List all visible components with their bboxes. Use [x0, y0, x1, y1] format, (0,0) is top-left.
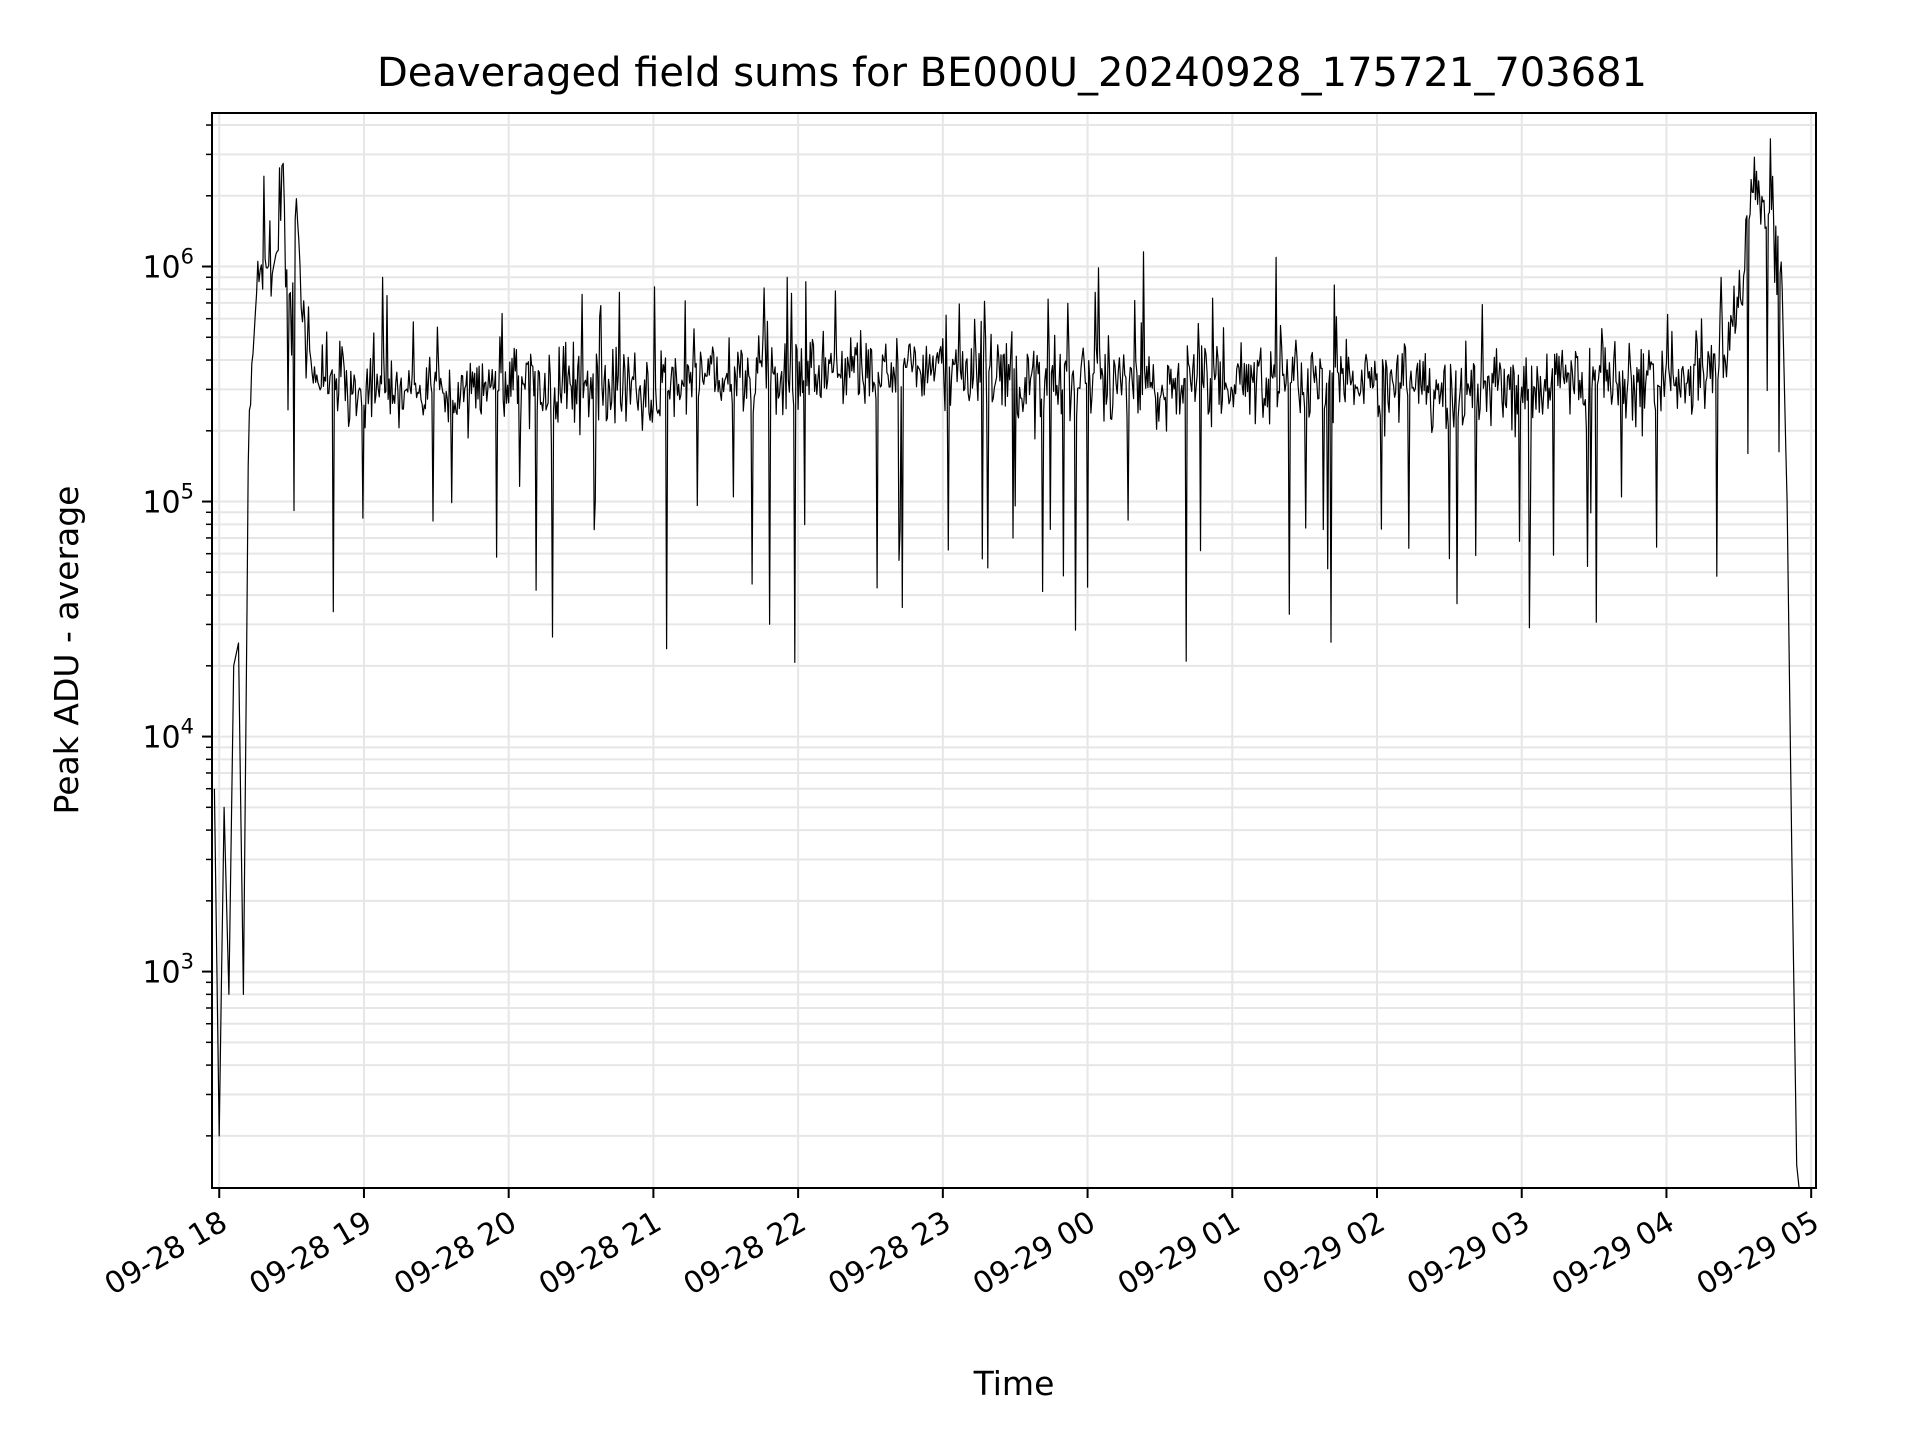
y-tick-base: 10 [142, 486, 180, 521]
y-tick-label: 105 [142, 480, 194, 521]
plot-frame [211, 112, 1817, 1189]
series-line [213, 138, 1800, 1188]
y-tick-exponent: 4 [181, 715, 194, 739]
x-tick-label: 09-29 01 [1112, 1205, 1246, 1303]
x-tick-label: 09-29 02 [1257, 1205, 1391, 1303]
x-tick-label: 09-29 05 [1691, 1205, 1825, 1303]
y-tick-exponent: 6 [181, 245, 194, 269]
x-tick-label: 09-29 04 [1546, 1205, 1680, 1303]
series-layer [213, 138, 1800, 1188]
x-tick-label: 09-28 23 [823, 1205, 957, 1303]
grid [212, 113, 1816, 1188]
y-tick-label: 106 [142, 245, 194, 286]
x-tick-label: 09-28 18 [99, 1205, 233, 1303]
y-tick-base: 10 [142, 721, 180, 756]
x-tick-label: 09-29 03 [1401, 1205, 1535, 1303]
y-tick-exponent: 5 [181, 480, 194, 504]
y-tick-exponent: 3 [181, 950, 194, 974]
y-tick-label: 103 [142, 950, 194, 991]
y-tick-label: 104 [142, 715, 194, 756]
chart-title: Deaveraged field sums for BE000U_2024092… [377, 50, 1647, 96]
x-axis-label: Time [973, 1364, 1055, 1403]
x-tick-label: 09-28 19 [244, 1205, 378, 1303]
y-tick-base: 10 [142, 956, 180, 991]
x-tick-label: 09-29 00 [967, 1205, 1101, 1303]
x-axis: 09-28 18 09-28 19 09-28 20 09-28 21 09-28 22… [99, 1188, 1825, 1302]
x-tick-label: 09-28 20 [388, 1205, 522, 1303]
y-tick-base: 10 [142, 251, 180, 286]
y-axis-label: Peak ADU - average [47, 486, 86, 815]
x-tick-label: 09-28 21 [533, 1205, 667, 1303]
x-tick-label: 09-28 22 [678, 1205, 812, 1303]
